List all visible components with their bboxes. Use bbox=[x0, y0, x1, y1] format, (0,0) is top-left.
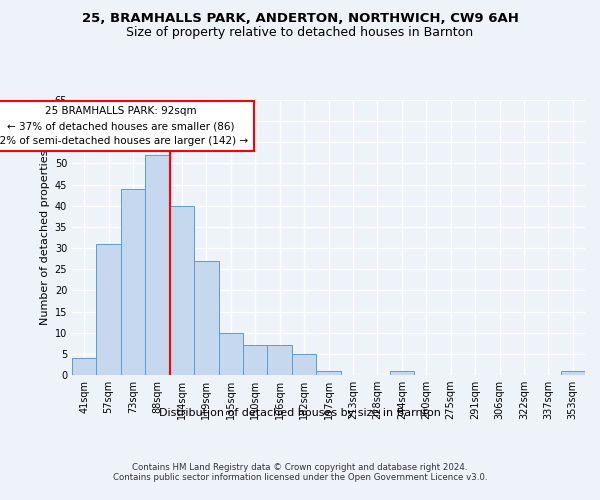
Bar bbox=[97, 244, 121, 375]
Text: Distribution of detached houses by size in Barnton: Distribution of detached houses by size … bbox=[159, 408, 441, 418]
Text: Size of property relative to detached houses in Barnton: Size of property relative to detached ho… bbox=[127, 26, 473, 39]
Bar bbox=[121, 189, 145, 375]
Bar bbox=[170, 206, 194, 375]
Bar bbox=[316, 371, 341, 375]
Bar bbox=[145, 155, 170, 375]
Bar bbox=[292, 354, 316, 375]
Y-axis label: Number of detached properties: Number of detached properties bbox=[40, 150, 50, 325]
Bar bbox=[560, 371, 585, 375]
Bar bbox=[194, 261, 218, 375]
Text: 25 BRAMHALLS PARK: 92sqm
← 37% of detached houses are smaller (86)
62% of semi-d: 25 BRAMHALLS PARK: 92sqm ← 37% of detach… bbox=[0, 106, 248, 146]
Bar bbox=[72, 358, 97, 375]
Bar bbox=[389, 371, 414, 375]
Bar bbox=[268, 346, 292, 375]
Text: 25, BRAMHALLS PARK, ANDERTON, NORTHWICH, CW9 6AH: 25, BRAMHALLS PARK, ANDERTON, NORTHWICH,… bbox=[82, 12, 518, 26]
Bar bbox=[243, 346, 268, 375]
Text: Contains HM Land Registry data © Crown copyright and database right 2024.
Contai: Contains HM Land Registry data © Crown c… bbox=[113, 462, 487, 482]
Bar bbox=[218, 332, 243, 375]
